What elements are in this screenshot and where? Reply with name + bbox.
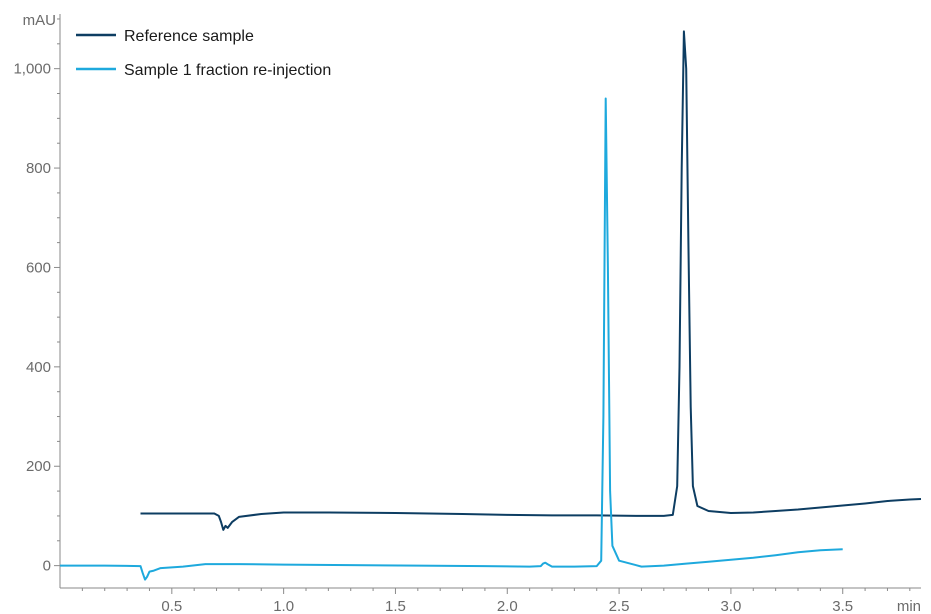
x-tick-label: 3.5 xyxy=(832,598,853,614)
x-tick-label: 1.5 xyxy=(385,598,406,614)
x-ticks: 0.5 1.0 1.5 2.0 2.5 3.0 3.5 xyxy=(81,588,911,614)
legend-item-sample-1-fraction: Sample 1 fraction re-injection xyxy=(76,62,331,79)
x-tick-label: 0.5 xyxy=(161,598,182,614)
series-lines xyxy=(60,30,922,581)
series-line-sample-1-fraction xyxy=(60,97,843,581)
x-tick-label: 2.0 xyxy=(497,598,518,614)
y-ticks: 0 200 400 600 800 1,000 xyxy=(13,18,60,575)
x-axis-unit-label: min xyxy=(897,598,921,614)
series-line-reference-sample xyxy=(140,30,922,531)
x-tick-label: 1.0 xyxy=(273,598,294,614)
y-tick-label: 400 xyxy=(26,359,51,376)
y-tick-label: 1,000 xyxy=(13,61,51,78)
plot-area: 0.5 1.0 1.5 2.0 2.5 3.0 3.5 0 200 400 600 800 1,000 xyxy=(13,14,922,614)
legend-label-sample-1-fraction: Sample 1 fraction re-injection xyxy=(124,62,331,79)
y-tick-label: 200 xyxy=(26,458,51,475)
x-tick-label: 3.0 xyxy=(720,598,741,614)
y-tick-label: 600 xyxy=(26,259,51,276)
legend-label-reference-sample: Reference sample xyxy=(124,28,254,45)
x-tick-label: 2.5 xyxy=(609,598,630,614)
legend-item-reference-sample: Reference sample xyxy=(76,28,254,45)
y-axis-unit-label: mAU xyxy=(23,12,56,29)
y-tick-label: 800 xyxy=(26,160,51,177)
legend: Reference sample Sample 1 fraction re-in… xyxy=(76,28,331,79)
y-tick-label: 0 xyxy=(43,558,51,575)
